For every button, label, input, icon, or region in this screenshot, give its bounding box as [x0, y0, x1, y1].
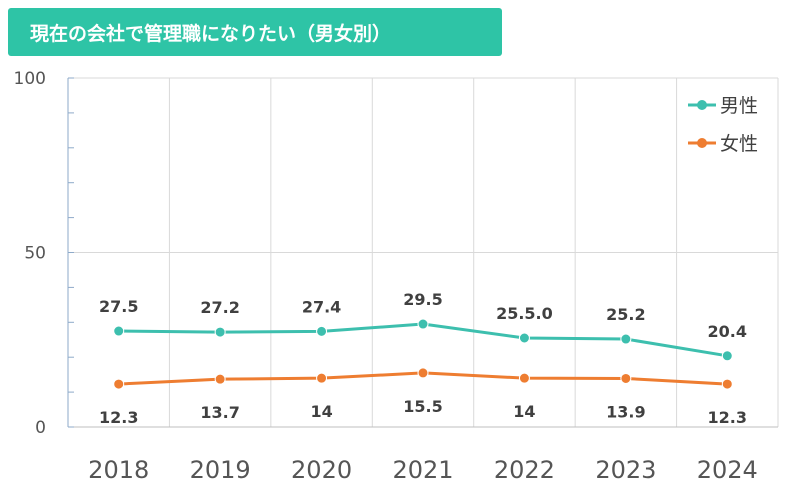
- y-tick-label: 0: [35, 418, 46, 438]
- data-label: 12.3: [99, 408, 138, 427]
- data-point: [721, 350, 733, 362]
- x-tick-label: 2020: [291, 456, 352, 484]
- y-tick-label: 50: [24, 244, 46, 264]
- data-label: 15.5: [403, 397, 442, 416]
- data-label: 14: [513, 402, 535, 421]
- data-point: [518, 372, 530, 384]
- x-tick-label: 2023: [595, 456, 656, 484]
- legend-label: 男性: [720, 95, 758, 117]
- legend-marker: [697, 138, 707, 148]
- x-tick-label: 2021: [392, 456, 453, 484]
- data-point: [214, 373, 226, 385]
- y-tick-label: 100: [14, 69, 46, 89]
- chart-title: 現在の会社で管理職になりたい（男女別）: [8, 8, 502, 56]
- data-point: [518, 332, 530, 344]
- data-label: 25.2: [606, 305, 645, 324]
- data-point: [721, 378, 733, 390]
- data-label: 20.4: [708, 322, 747, 341]
- x-tick-label: 2019: [190, 456, 251, 484]
- data-label: 13.9: [606, 402, 645, 421]
- data-label: 27.4: [302, 297, 341, 316]
- x-tick-label: 2024: [697, 456, 758, 484]
- data-label: 27.5: [99, 297, 138, 316]
- data-label: 25.5.0: [496, 304, 553, 323]
- data-label: 29.5: [403, 290, 442, 309]
- legend-label: 女性: [720, 133, 758, 155]
- data-point: [316, 372, 328, 384]
- data-point: [620, 333, 632, 345]
- data-point: [620, 372, 632, 384]
- data-point: [113, 325, 125, 337]
- data-point: [214, 326, 226, 338]
- data-label: 13.7: [200, 403, 239, 422]
- x-tick-label: 2022: [494, 456, 555, 484]
- data-label: 14: [310, 402, 332, 421]
- data-point: [316, 325, 328, 337]
- data-label: 12.3: [708, 408, 747, 427]
- data-label: 27.2: [200, 298, 239, 317]
- data-point: [113, 378, 125, 390]
- x-tick-label: 2018: [88, 456, 149, 484]
- data-point: [417, 367, 429, 379]
- legend-marker: [697, 100, 707, 110]
- data-point: [417, 318, 429, 330]
